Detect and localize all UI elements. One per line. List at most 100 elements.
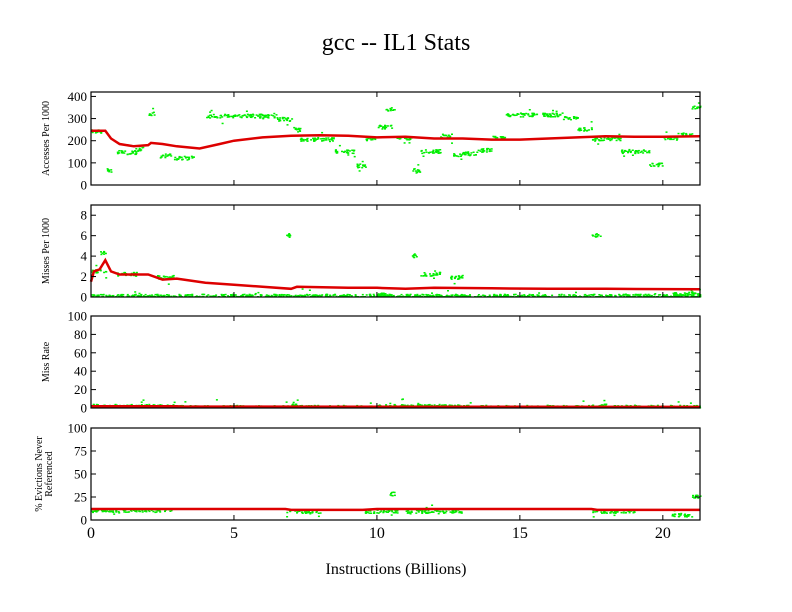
sample-point — [613, 137, 616, 139]
sample-point — [288, 294, 291, 296]
sample-point — [477, 149, 480, 152]
sample-point — [131, 294, 134, 296]
sample-point — [234, 114, 237, 116]
sample-point — [245, 115, 248, 117]
sample-point — [145, 404, 148, 406]
sample-point — [378, 294, 381, 297]
sample-point — [335, 152, 338, 154]
running-average-line — [91, 404, 701, 409]
sample-point — [422, 294, 425, 296]
sample-point — [382, 126, 385, 128]
sample-point — [628, 510, 631, 513]
sample-point — [556, 114, 559, 116]
sample-point — [421, 511, 424, 513]
sample-point — [213, 116, 216, 118]
sample-point — [101, 510, 104, 513]
sample-point — [437, 510, 440, 512]
sample-point — [691, 133, 694, 135]
sample-point — [294, 128, 297, 130]
sample-point — [130, 295, 133, 297]
sample-point — [288, 236, 291, 238]
sample-point — [522, 116, 525, 118]
sample-point — [192, 156, 195, 158]
sample-point — [599, 294, 602, 296]
sample-point — [103, 253, 106, 255]
sample-point — [308, 289, 311, 291]
sample-point — [388, 293, 391, 296]
sample-point — [267, 114, 270, 117]
panel-2: 0 2 4 6 8 Misses Per 1000 — [41, 204, 702, 305]
axis-frame — [90, 315, 701, 409]
sample-point — [265, 294, 268, 296]
sample-point — [402, 295, 405, 297]
sample-point — [552, 109, 554, 112]
sample-point — [651, 162, 654, 165]
sample-point — [519, 116, 522, 118]
sample-point — [438, 403, 441, 406]
sample-point — [664, 138, 667, 141]
sample-point — [274, 293, 277, 296]
sample-point — [637, 152, 640, 154]
sample-point — [103, 271, 106, 274]
sample-point — [367, 137, 370, 140]
sample-point — [425, 151, 428, 153]
sample-point — [628, 148, 631, 151]
sample-point — [482, 148, 485, 150]
sample-point — [421, 510, 424, 512]
sample-point — [460, 293, 463, 296]
sample-point — [417, 170, 420, 172]
y-tick-label: 100 — [68, 155, 88, 170]
sample-point — [634, 294, 637, 296]
sample-point — [174, 156, 177, 159]
sample-point — [141, 147, 144, 149]
sample-point — [654, 293, 657, 295]
sample-point — [364, 510, 367, 512]
sample-point — [439, 273, 441, 275]
sample-point — [620, 511, 623, 514]
sample-point — [623, 155, 626, 157]
sample-point — [369, 137, 372, 140]
sample-point — [423, 151, 426, 154]
sample-point — [248, 114, 251, 116]
sample-point — [665, 294, 668, 296]
sample-point — [531, 114, 534, 116]
sample-point — [147, 509, 150, 512]
sample-point — [297, 295, 300, 297]
sample-point — [677, 401, 680, 403]
sample-point — [676, 295, 679, 297]
sample-point — [672, 292, 675, 295]
sample-point — [588, 294, 591, 296]
sample-point — [320, 295, 323, 297]
sample-point — [173, 401, 176, 404]
sample-point — [420, 275, 423, 277]
sample-point — [619, 139, 622, 142]
sample-point — [592, 510, 595, 512]
sample-point — [400, 293, 403, 296]
sample-point — [277, 118, 279, 120]
sample-point — [436, 274, 439, 276]
sample-point — [528, 109, 531, 111]
sample-point — [688, 291, 691, 294]
sample-point — [154, 511, 157, 514]
sample-point — [95, 264, 98, 267]
sample-point — [594, 140, 597, 142]
sample-point — [457, 295, 460, 297]
sample-point — [669, 138, 672, 141]
sample-point — [692, 295, 695, 297]
sample-point — [422, 155, 425, 157]
sample-point — [619, 137, 622, 140]
sample-point — [432, 274, 435, 277]
sample-point — [259, 116, 262, 118]
sample-point — [263, 114, 266, 117]
sample-point — [532, 294, 534, 296]
sample-point — [586, 129, 589, 132]
sample-point — [482, 294, 485, 296]
sample-point — [283, 116, 286, 119]
sample-point — [390, 107, 393, 109]
sample-point — [546, 114, 548, 116]
sample-point — [184, 295, 187, 297]
sample-point — [246, 294, 249, 297]
sample-point — [682, 132, 685, 134]
sample-point — [134, 150, 136, 152]
sample-point — [625, 294, 628, 296]
